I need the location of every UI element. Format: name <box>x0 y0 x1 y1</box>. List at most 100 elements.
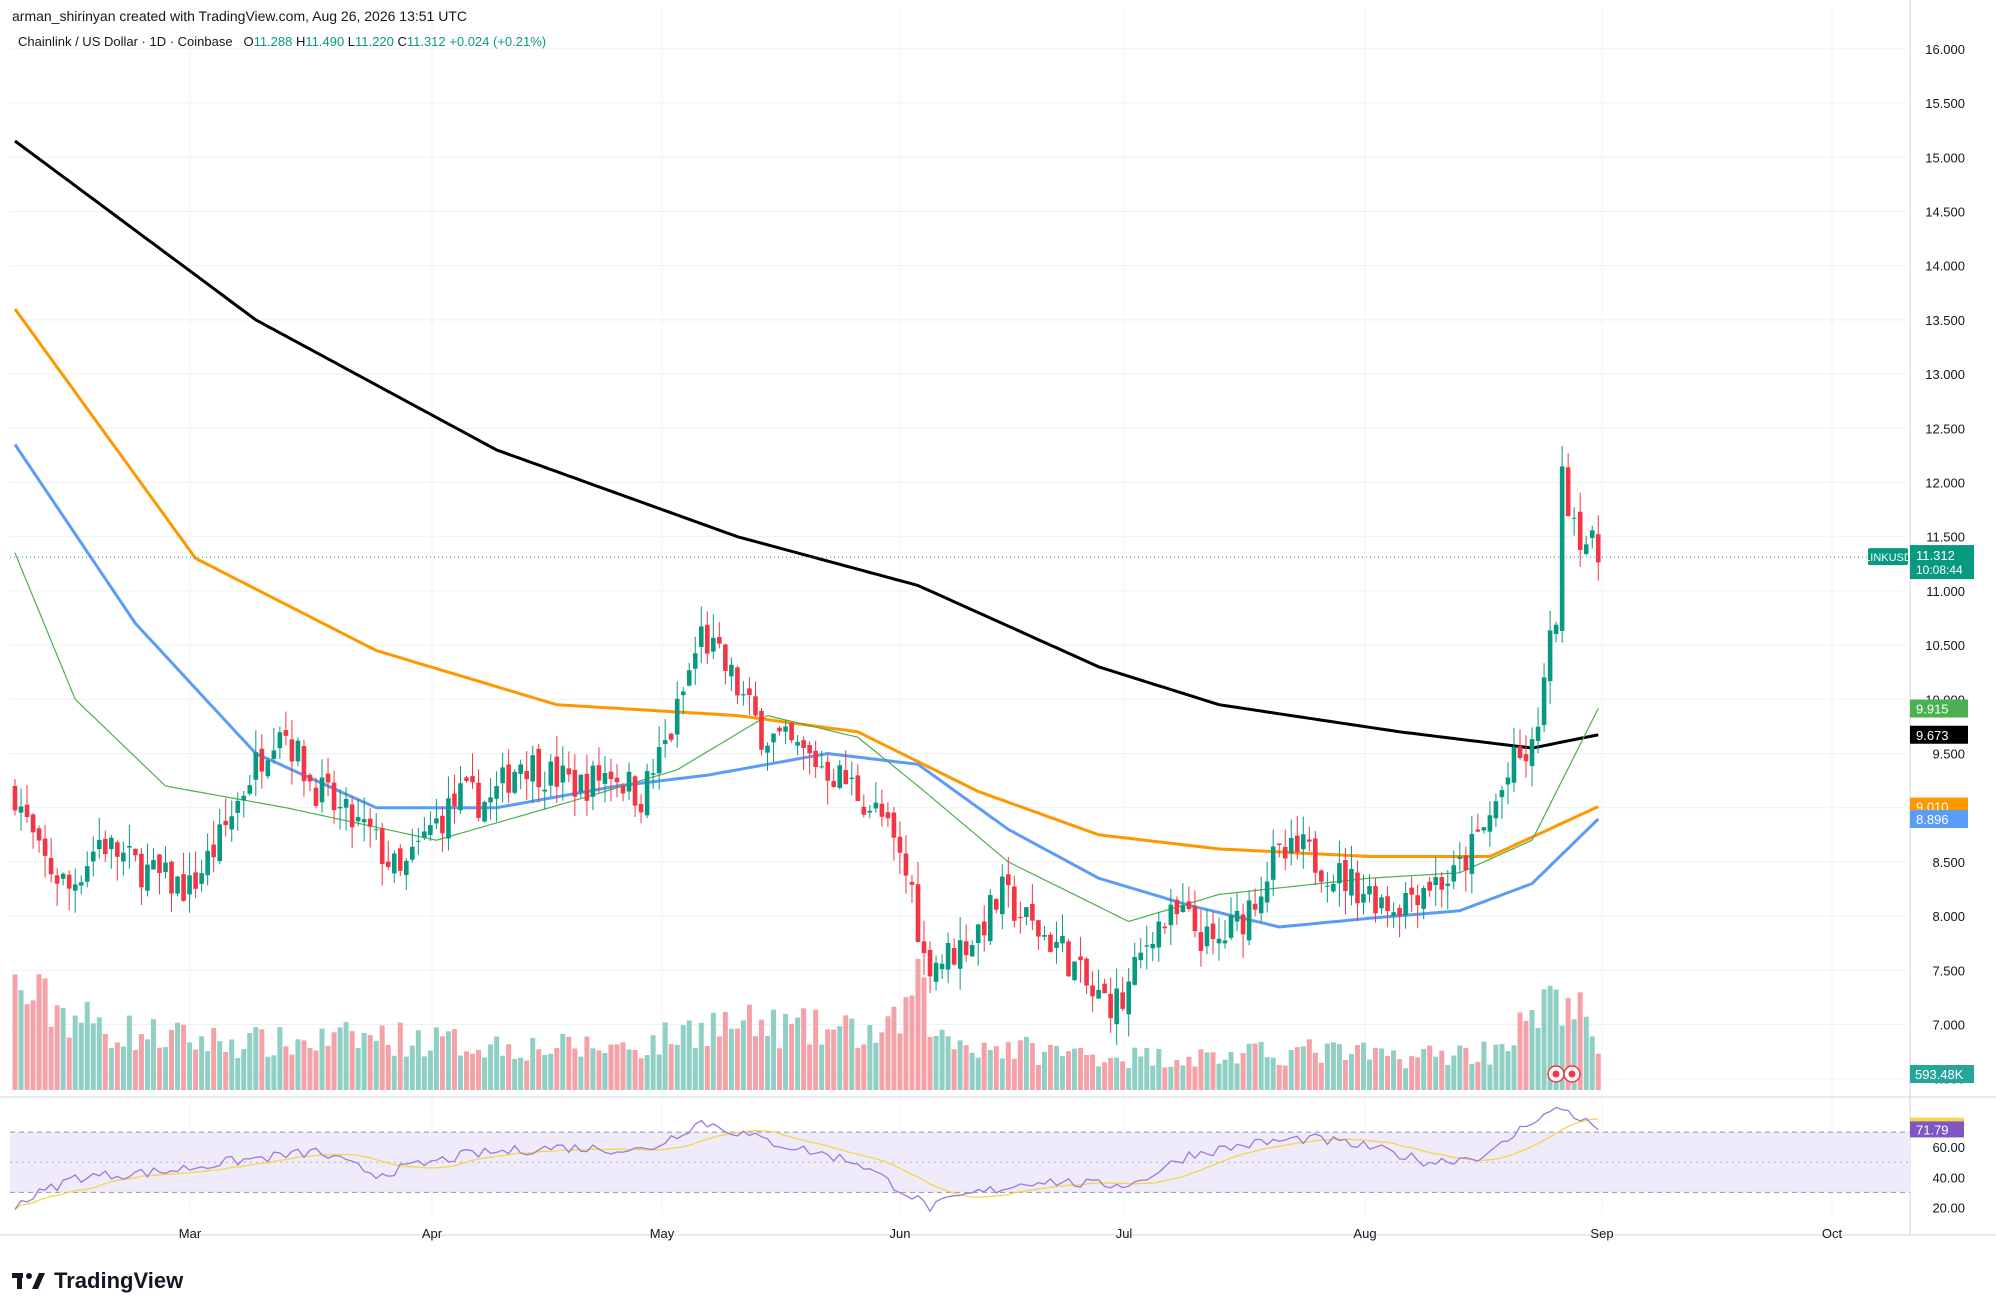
volume-bar <box>1385 1055 1391 1090</box>
candle-body <box>1481 827 1487 831</box>
volume-bar <box>771 1009 777 1090</box>
volume-bar <box>530 1037 536 1090</box>
candle-body <box>229 816 235 830</box>
volume-bar <box>789 1023 795 1090</box>
candle-body <box>488 797 493 803</box>
tradingview-logo[interactable]: TradingView <box>12 1268 183 1294</box>
candle-body <box>909 882 915 885</box>
candle-body <box>825 761 830 781</box>
candle-body <box>385 861 391 867</box>
volume-bar <box>945 1036 951 1090</box>
candle-body <box>139 853 144 888</box>
volume-bar <box>500 1055 506 1090</box>
candle-body <box>404 860 409 876</box>
volume-bar <box>421 1056 427 1090</box>
volume-bar <box>855 1048 861 1090</box>
candle-body <box>837 765 843 788</box>
candle-body <box>379 828 385 865</box>
volume-bar <box>927 1037 933 1090</box>
candle-body <box>1258 896 1264 914</box>
candle-body <box>1228 915 1234 938</box>
volume-bar <box>578 1056 584 1090</box>
candle-body <box>1108 993 1113 1019</box>
candle-body <box>753 696 758 716</box>
volume-bar <box>1379 1048 1385 1090</box>
candle-body <box>349 804 355 828</box>
candle-body <box>632 776 638 806</box>
candle-body <box>78 882 84 886</box>
volume-bar <box>1433 1056 1439 1090</box>
candle-body <box>1535 726 1541 742</box>
volume-bar <box>78 1022 84 1090</box>
ma-value-badge <box>1910 699 1968 718</box>
candle-body <box>1397 907 1402 916</box>
candle-body <box>175 876 180 894</box>
price-tick-label: 13.500 <box>1925 313 1965 328</box>
volume-bar <box>301 1040 307 1090</box>
candle-body <box>259 748 265 772</box>
volume-bar <box>476 1049 482 1090</box>
candle-body <box>1138 952 1144 961</box>
candle-body <box>1343 860 1348 892</box>
candle-body <box>1144 945 1150 947</box>
volume-bar <box>259 1029 265 1090</box>
candle-body <box>72 884 78 891</box>
candle-body <box>861 806 867 815</box>
candle-body <box>1114 988 1119 1025</box>
candle-body <box>1042 935 1047 937</box>
volume-bar <box>415 1030 421 1090</box>
volume-bar <box>1342 1059 1348 1090</box>
volume-bar <box>590 1048 596 1090</box>
volume-bar <box>265 1056 271 1090</box>
candle-body <box>590 765 596 797</box>
price-tick-label: 12.500 <box>1925 421 1965 436</box>
rsi-line <box>14 1106 1599 1213</box>
candle-body <box>301 746 307 782</box>
rsi-band <box>10 1132 1910 1193</box>
volume-bar <box>175 1022 181 1090</box>
volume-bar <box>163 1047 168 1090</box>
volume-bar <box>223 1052 229 1090</box>
candle-body <box>1096 989 1101 999</box>
ma-value-label: 8.896 <box>1916 812 1949 827</box>
rsi-value-badge <box>1910 1121 1964 1138</box>
candle-body <box>1132 956 1138 985</box>
candle-body <box>1192 905 1198 932</box>
volume-bar <box>1186 1056 1192 1090</box>
volume-bar <box>48 1026 54 1090</box>
volume-bar <box>1535 1027 1541 1090</box>
volume-bar <box>12 974 18 1090</box>
volume-bar <box>1589 1036 1595 1090</box>
candle-body <box>1589 530 1595 538</box>
candle-body <box>1060 935 1065 944</box>
candle-body <box>1150 943 1156 949</box>
candle-body <box>48 857 54 875</box>
volume-bar <box>1577 992 1583 1090</box>
volume-bar <box>1066 1051 1071 1090</box>
symbol-legend[interactable]: Chainlink / US Dollar · 1D · Coinbase O1… <box>18 34 546 49</box>
candle-body <box>1427 881 1432 891</box>
volume-bar <box>1391 1050 1397 1090</box>
volume-bar <box>1445 1064 1451 1090</box>
volume-bar <box>843 1015 849 1090</box>
candle-body <box>1300 834 1306 850</box>
volume-bar <box>560 1033 566 1090</box>
candle-body <box>1090 985 1095 997</box>
candle-body <box>993 898 999 910</box>
candle-body <box>849 777 855 780</box>
candle-body <box>1349 869 1354 896</box>
volume-bar <box>1174 1060 1180 1090</box>
volume-bar <box>96 1017 102 1090</box>
candle-body <box>500 767 505 784</box>
candle-body <box>1577 511 1583 551</box>
candle-body <box>1505 777 1511 785</box>
volume-bar <box>397 1022 403 1090</box>
volume-bar <box>542 1054 548 1090</box>
volume-bar <box>355 1047 361 1090</box>
volume-bar <box>102 1033 108 1090</box>
ma-value-label: 9.673 <box>1916 728 1949 743</box>
volume-bar <box>1180 1065 1186 1090</box>
candle-body <box>181 874 186 901</box>
volume-bar <box>716 1036 722 1090</box>
candle-body <box>452 793 457 807</box>
